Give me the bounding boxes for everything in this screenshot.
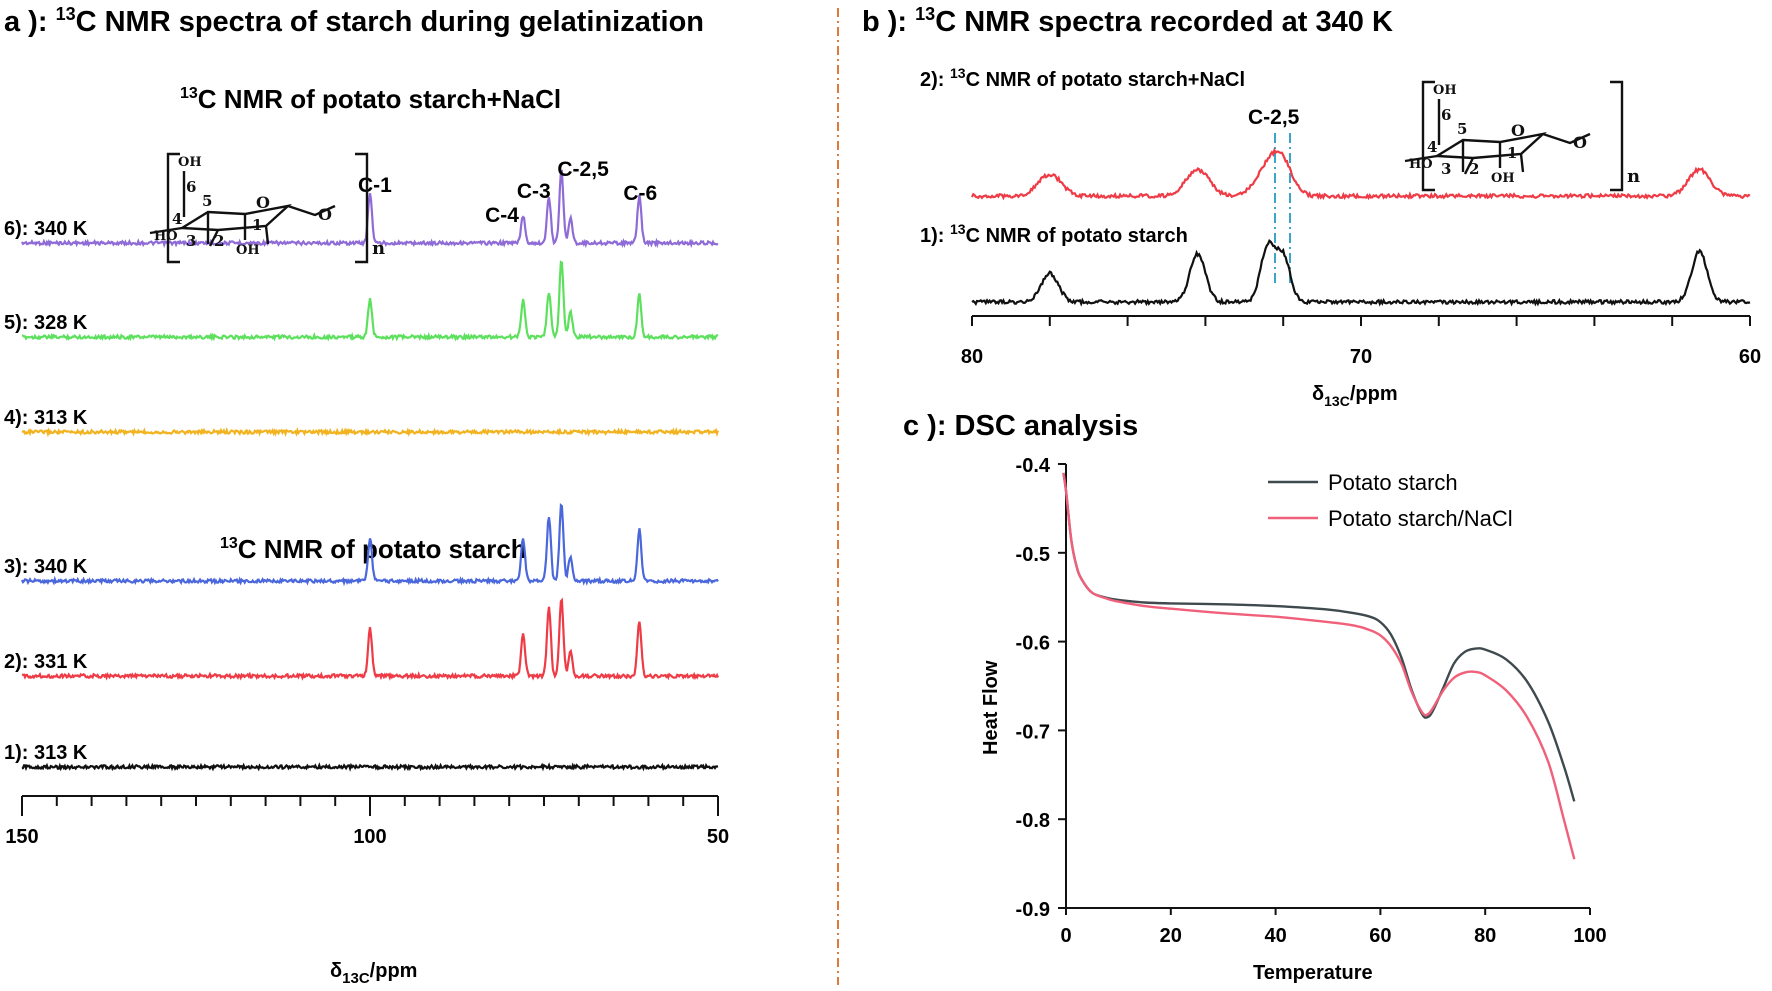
panel-b-xlabel: δ13C/ppm xyxy=(1312,383,1398,409)
panel-b-trace-1 xyxy=(971,239,1751,307)
spectrum-label-1: 1): 313 K xyxy=(4,742,88,764)
panel-b-tick-label-70: 70 xyxy=(1350,346,1372,368)
panel-c-axes: -0.4 -0.5 -0.6 -0.7 -0.8 -0.9 0 20 40 60 80 100 xyxy=(1016,455,1607,947)
struct-c6: 6 xyxy=(186,178,196,196)
struct-ring-o: O xyxy=(256,193,270,212)
panel-c-ytick-label: -0.5 xyxy=(1016,544,1050,566)
spectrum-label-4: 4): 313 K xyxy=(4,407,88,429)
struct-b-oh-top: OH xyxy=(1433,83,1457,98)
panel-b-trace2-label: 2): 13C NMR of potato starch+NaCl xyxy=(920,65,1245,91)
panel-c-xtick-label: 80 xyxy=(1474,925,1496,947)
spectrum-trace-2 xyxy=(21,597,720,681)
panel-a-tick-label-100: 100 xyxy=(353,826,386,848)
glucose-structure-a: OH HO OH O O n 1 2 3 4 5 6 xyxy=(149,152,385,264)
peak-label-c-2-5: C-2,5 xyxy=(557,158,609,181)
peak-label-c-3: C-3 xyxy=(517,180,551,203)
struct-b-c4: 4 xyxy=(1427,138,1437,156)
panel-c-xtick-label: 0 xyxy=(1060,925,1071,947)
panel-c-ytick-label: -0.7 xyxy=(1016,721,1050,743)
struct-c5: 5 xyxy=(202,192,212,210)
struct-ho-left: HO xyxy=(154,229,178,244)
struct-b-c1: 1 xyxy=(1507,144,1517,162)
panel-c-xtick-label: 40 xyxy=(1264,925,1286,947)
panel-a-traces: 6): 340 K 5): 328 K 4): 313 K 3): 340 K 2): … xyxy=(4,169,720,772)
panel-a-peak-labels: C-1 C-4C-3 C-2,5 C-6 xyxy=(358,158,657,227)
spectrum-label-6: 6): 340 K xyxy=(4,218,88,240)
struct-b-link-o: O xyxy=(1573,133,1587,152)
group-title-starch: 13C NMR of potato starch xyxy=(220,534,527,564)
spectrum-trace-3 xyxy=(21,502,719,587)
spectrum-trace-4 xyxy=(21,426,720,438)
struct-c3: 3 xyxy=(186,232,196,250)
spectrum-label-5: 5): 328 K xyxy=(4,312,88,334)
panel-c-ytick-label: -0.4 xyxy=(1016,455,1051,477)
legend-label-potato-starch-nacl: Potato starch/NaCl xyxy=(1328,506,1513,531)
panel-c-legend: Potato starch Potato starch/NaCl xyxy=(1268,470,1513,531)
peak-label-c-6: C-6 xyxy=(623,182,657,205)
struct-oh-bottom: OH xyxy=(236,243,260,258)
spectrum-trace-6 xyxy=(21,169,719,249)
panel-c-traces xyxy=(1062,472,1576,860)
panel-b-x-axis: 80 70 60 xyxy=(961,315,1761,368)
struct-c2: 2 xyxy=(214,232,224,250)
legend-label-potato-starch: Potato starch xyxy=(1328,470,1458,495)
struct-b-ho-left: HO xyxy=(1409,157,1433,172)
panel-a-x-axis: 150 100 50 xyxy=(5,795,729,848)
peak-label-c-4: C-4 xyxy=(485,204,519,227)
group-title-nacl: 13C NMR of potato starch+NaCl xyxy=(180,84,561,114)
panel-c-ytick-label: -0.8 xyxy=(1016,810,1050,832)
panel-b-tick-label-80: 80 xyxy=(961,346,983,368)
spectrum-label-3: 3): 340 K xyxy=(4,556,88,578)
panel-b: b ): 13C NMR spectra recorded at 340 K 2… xyxy=(862,4,1761,409)
struct-n: n xyxy=(372,238,385,259)
struct-link-o: O xyxy=(318,205,332,224)
struct-b-c2: 2 xyxy=(1469,160,1479,178)
struct-b-c5: 5 xyxy=(1457,120,1467,138)
panel-b-trace-2 xyxy=(971,147,1751,201)
panel-c: c ): DSC analysis -0.4-0.5-0.6-0.7-0.8-0… xyxy=(903,410,1607,984)
panel-b-title: b ): 13C NMR spectra recorded at 340 K xyxy=(862,4,1393,38)
struct-b-c6: 6 xyxy=(1441,106,1451,124)
panel-c-ytick-label: -0.9 xyxy=(1016,899,1050,921)
dsc-series-potato-starch-nacl xyxy=(1062,472,1576,860)
panel-c-xtick-label: 60 xyxy=(1369,925,1391,947)
panel-b-trace1-label: 1): 13C NMR of potato starch xyxy=(920,221,1188,247)
spectrum-trace-1 xyxy=(21,762,719,772)
panel-a: a ): 13C NMR spectra of starch during ge… xyxy=(4,4,729,987)
struct-oh-top: OH xyxy=(178,155,202,170)
panel-c-title: c ): DSC analysis xyxy=(903,410,1138,442)
struct-b-n: n xyxy=(1627,166,1640,187)
panel-c-xtick-label: 20 xyxy=(1160,925,1182,947)
panel-a-title: a ): 13C NMR spectra of starch during ge… xyxy=(4,4,704,38)
struct-c4: 4 xyxy=(172,210,182,228)
peak-label-c-1: C-1 xyxy=(358,174,392,197)
panel-a-tick-label-50: 50 xyxy=(707,826,729,848)
panel-b-annotation-c25: C-2,5 xyxy=(1248,106,1300,129)
struct-b-ring-o: O xyxy=(1511,121,1525,140)
spectrum-trace-5 xyxy=(21,260,719,342)
struct-b-oh-bottom: OH xyxy=(1491,171,1515,186)
panel-a-tick-label-150: 150 xyxy=(5,826,38,848)
panel-c-xtick-label: 100 xyxy=(1573,925,1606,947)
panel-a-xlabel: δ13C/ppm xyxy=(330,960,417,987)
panel-c-ytick-label: -0.6 xyxy=(1016,633,1050,655)
struct-b-c3: 3 xyxy=(1441,160,1451,178)
panel-c-ylabel: Heat Flow xyxy=(980,660,1002,755)
panel-c-xlabel: Temperature xyxy=(1253,962,1373,984)
spectrum-label-2: 2): 331 K xyxy=(4,651,88,673)
struct-c1: 1 xyxy=(252,216,262,234)
panel-b-traces xyxy=(971,147,1751,307)
glucose-structure-b: OH HO OH O O n 1 2 3 4 5 6 xyxy=(1404,80,1640,192)
panel-b-tick-label-60: 60 xyxy=(1739,346,1761,368)
